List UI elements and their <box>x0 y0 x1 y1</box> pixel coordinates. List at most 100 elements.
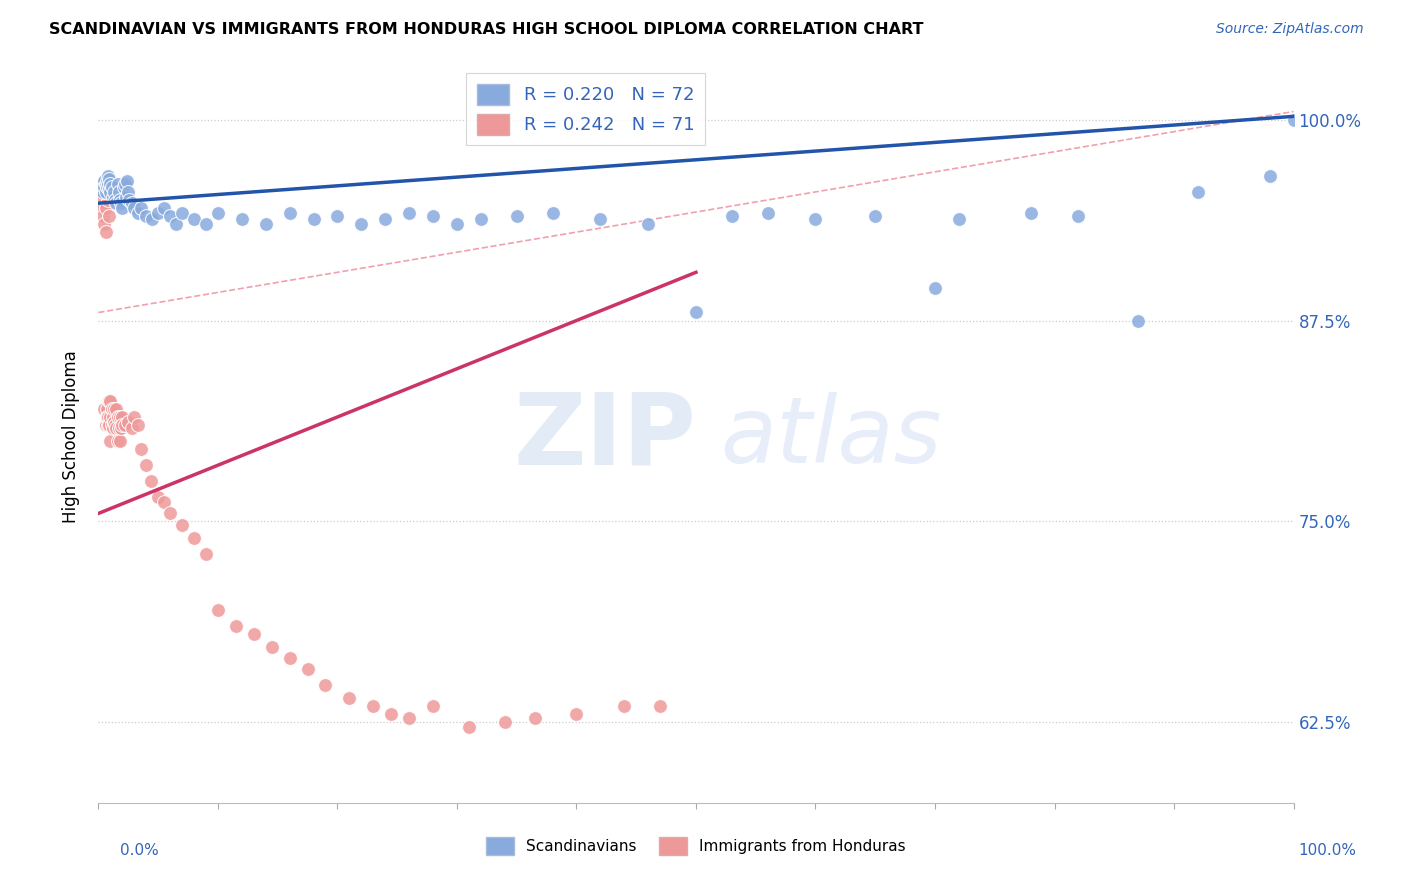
Point <box>131 201 153 215</box>
Point <box>523 710 546 724</box>
Point <box>98 209 121 223</box>
Point <box>172 206 194 220</box>
Point <box>541 206 564 220</box>
Point <box>243 627 266 641</box>
Point <box>98 172 121 186</box>
Point <box>100 417 122 432</box>
Text: 100.0%: 100.0% <box>1299 843 1357 858</box>
Point <box>115 174 138 188</box>
Point <box>94 185 117 199</box>
Point <box>350 217 373 231</box>
Point <box>110 421 132 435</box>
Point <box>103 415 125 429</box>
Point <box>107 185 129 199</box>
Y-axis label: High School Diploma: High School Diploma <box>62 351 80 524</box>
Point <box>98 434 122 449</box>
Point <box>278 206 301 220</box>
Point <box>96 174 118 188</box>
Point <box>110 196 132 211</box>
Point <box>91 177 114 191</box>
Point <box>115 190 138 204</box>
Point <box>207 206 229 220</box>
Point <box>105 401 128 416</box>
Point <box>98 177 122 191</box>
Point <box>494 715 516 730</box>
Point <box>225 619 247 633</box>
Point <box>148 491 170 505</box>
Point <box>107 177 129 191</box>
Point <box>96 185 118 199</box>
Point <box>278 651 301 665</box>
Point <box>118 193 141 207</box>
Point <box>108 409 131 424</box>
Point <box>93 217 115 231</box>
Point <box>90 185 112 199</box>
Point <box>159 209 181 223</box>
Point <box>127 206 149 220</box>
Point <box>96 180 118 194</box>
Point <box>104 193 127 207</box>
Point <box>93 180 115 194</box>
Point <box>637 217 659 231</box>
Point <box>315 678 337 692</box>
Point <box>98 185 122 199</box>
Point <box>422 699 444 714</box>
Point <box>363 699 385 714</box>
Point <box>183 531 205 545</box>
Point <box>94 417 117 432</box>
Point <box>91 185 114 199</box>
Point <box>148 206 170 220</box>
Point <box>565 707 588 722</box>
Point <box>108 434 131 449</box>
Point <box>91 201 114 215</box>
Point <box>91 190 114 204</box>
Point <box>804 212 827 227</box>
Point <box>117 185 139 199</box>
Point <box>458 720 481 734</box>
Point <box>111 409 134 424</box>
Point <box>93 401 115 416</box>
Point <box>98 393 121 408</box>
Point <box>506 209 529 223</box>
Point <box>93 174 115 188</box>
Point <box>121 196 143 211</box>
Point <box>105 421 128 435</box>
Point <box>195 547 218 561</box>
Point <box>159 507 181 521</box>
Point <box>121 421 143 435</box>
Point <box>97 169 120 183</box>
Point <box>135 458 157 473</box>
Point <box>756 206 779 220</box>
Point <box>105 196 128 211</box>
Point <box>107 409 129 424</box>
Point <box>101 190 124 204</box>
Point <box>1067 209 1090 223</box>
Point <box>124 409 146 424</box>
Point <box>114 177 136 191</box>
Point <box>865 209 887 223</box>
Point <box>207 603 229 617</box>
Point <box>94 177 117 191</box>
Text: SCANDINAVIAN VS IMMIGRANTS FROM HONDURAS HIGH SCHOOL DIPLOMA CORRELATION CHART: SCANDINAVIAN VS IMMIGRANTS FROM HONDURAS… <box>49 22 924 37</box>
Point <box>153 495 176 509</box>
Point <box>117 415 139 429</box>
Point <box>104 417 127 432</box>
Point <box>91 209 114 223</box>
Point <box>165 217 187 231</box>
Point <box>183 212 205 227</box>
Point <box>589 212 612 227</box>
Point <box>97 177 120 191</box>
Point <box>326 209 349 223</box>
Point <box>100 401 122 416</box>
Point <box>398 710 420 724</box>
Point <box>195 217 218 231</box>
Point <box>374 212 396 227</box>
Point <box>231 212 253 227</box>
Point <box>685 305 707 319</box>
Point <box>1258 169 1281 183</box>
Point <box>1282 112 1305 127</box>
Point <box>721 209 744 223</box>
Point <box>470 212 492 227</box>
Point <box>139 475 162 489</box>
Point <box>398 206 420 220</box>
